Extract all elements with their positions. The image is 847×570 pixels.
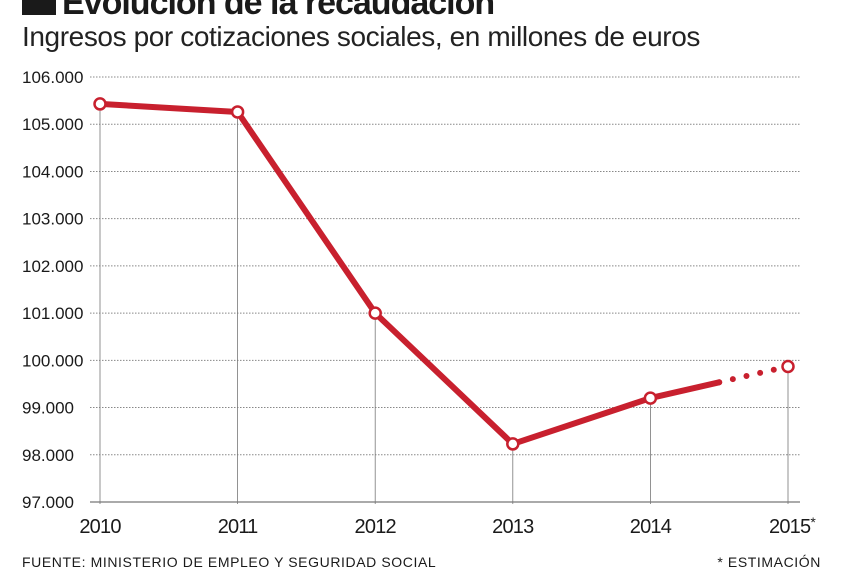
estimate-note: * ESTIMACIÓN xyxy=(717,554,821,570)
source-note: FUENTE: MINISTERIO DE EMPLEO Y SEGURIDAD… xyxy=(22,554,436,570)
grid xyxy=(90,77,800,502)
y-axis: 97.000 98.000 99.000 100.000 101.000 102.000 1… xyxy=(22,68,83,512)
data-point xyxy=(370,308,381,319)
series-line xyxy=(100,104,788,444)
x-tick-label: 2010 xyxy=(79,516,121,538)
category-lines xyxy=(100,104,788,504)
y-tick-label: 106.000 xyxy=(22,68,83,87)
x-axis: 2010 2011 2012 2013 2014 2015* xyxy=(79,514,816,538)
data-point xyxy=(645,393,656,404)
y-tick-label: 98.000 xyxy=(22,446,74,465)
data-point xyxy=(507,438,518,449)
data-point xyxy=(95,98,106,109)
data-points xyxy=(95,98,794,449)
y-tick-label: 100.000 xyxy=(22,351,83,370)
y-tick-label: 104.000 xyxy=(22,162,83,181)
y-tick-label: 105.000 xyxy=(22,115,83,134)
x-tick-label: 2014 xyxy=(630,516,672,538)
series-line-solid xyxy=(100,104,719,444)
x-tick-label: 2011 xyxy=(218,516,258,538)
x-tick-label: 2013 xyxy=(492,516,534,538)
data-point xyxy=(783,361,794,372)
y-tick-label: 97.000 xyxy=(22,493,74,512)
y-tick-label: 99.000 xyxy=(22,399,74,418)
series-line-estimate xyxy=(719,366,788,382)
y-tick-label: 101.000 xyxy=(22,304,83,323)
data-point xyxy=(232,106,243,117)
x-tick-label: 2015* xyxy=(769,514,816,538)
line-chart: 97.000 98.000 99.000 100.000 101.000 102.000 1… xyxy=(0,0,847,564)
y-tick-label: 102.000 xyxy=(22,257,83,276)
x-tick-label: 2012 xyxy=(355,516,397,538)
y-tick-label: 103.000 xyxy=(22,210,83,229)
